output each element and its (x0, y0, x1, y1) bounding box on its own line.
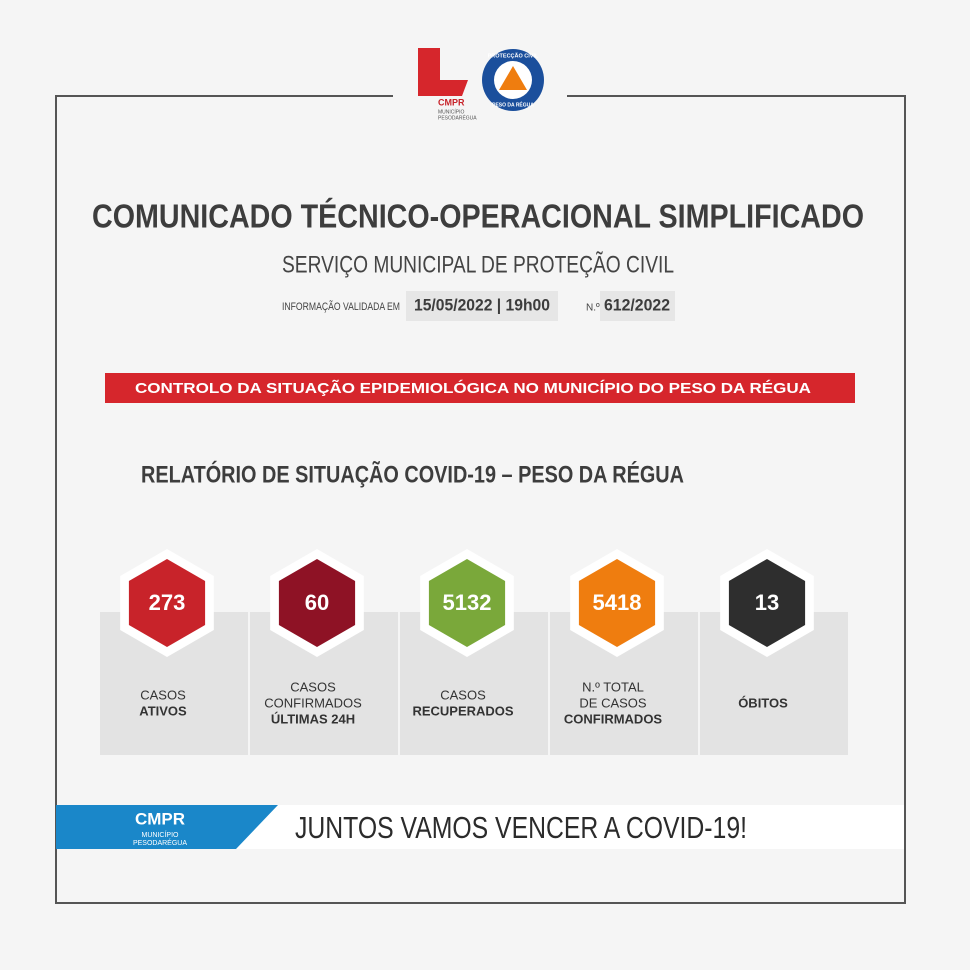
stat-label: CONFIRMADOS (264, 695, 362, 710)
logo-shape (418, 48, 468, 96)
number-label: N.º (586, 303, 600, 314)
banner (105, 373, 855, 403)
logo-right: PROTECÇÃO CIVIL PESO DA RÉGUA (482, 49, 544, 111)
stat-label: N.º TOTAL (582, 679, 644, 694)
report-title: RELATÓRIO DE SITUAÇÃO COVID-19 – PESO DA… (141, 460, 684, 488)
logo-line: PESODARÉGUA (438, 114, 477, 121)
date-box (406, 291, 558, 321)
slogan: JUNTOS VAMOS VENCER A COVID-19! (295, 810, 747, 845)
stat-label: CASOS (140, 687, 186, 702)
stat-label: ATIVOS (139, 703, 187, 718)
hex (728, 559, 806, 647)
stat-value: 60 (305, 590, 329, 615)
stat-value: 273 (149, 590, 186, 615)
stat-value: 13 (755, 590, 779, 615)
stat-label: CONFIRMADOS (564, 711, 663, 726)
stat-label: CASOS (440, 687, 486, 702)
hex (428, 559, 506, 647)
hex (128, 559, 206, 647)
stat-value: 5132 (443, 590, 492, 615)
validated-label: INFORMAÇÃO VALIDADA EM (282, 300, 400, 313)
stat-label: RECUPERADOS (412, 703, 513, 718)
logo-triangle (499, 66, 527, 90)
logo-text: PROTECÇÃO CIVIL (488, 52, 539, 59)
number: 612/2022 (604, 295, 670, 314)
footer-brand: CMPR (135, 809, 185, 828)
number-box (600, 291, 675, 321)
stat-label: ÓBITOS (738, 695, 788, 710)
footer-blue (56, 805, 278, 849)
hex (578, 559, 656, 647)
stat-label: CASOS (290, 679, 336, 694)
stat-label: ÚLTIMAS 24H (271, 711, 355, 726)
subtitle: SERVIÇO MUNICIPAL DE PROTEÇÃO CIVIL (282, 251, 674, 278)
frame (55, 95, 906, 904)
logo-brand: CMPR (438, 97, 465, 107)
logo-text: PESO DA RÉGUA (492, 100, 534, 108)
stats: 273CASOSATIVOS60CASOSCONFIRMADOSÚLTIMAS … (100, 549, 848, 755)
hex (278, 559, 356, 647)
footer-line: MUNICÍPIO (142, 830, 180, 839)
title: COMUNICADO TÉCNICO-OPERACIONAL SIMPLIFIC… (92, 198, 864, 235)
banner-text: CONTROLO DA SITUAÇÃO EPIDEMIOLÓGICA NO M… (135, 379, 811, 397)
logo-left: CMPR MUNICÍPIO PESODARÉGUA (418, 48, 477, 121)
logo-line: MUNICÍPIO (438, 108, 465, 115)
footer-line: PESODARÉGUA (133, 838, 187, 847)
date: 15/05/2022 | 19h00 (414, 295, 550, 314)
stat-label: DE CASOS (579, 695, 647, 710)
stat-value: 5418 (593, 590, 642, 615)
